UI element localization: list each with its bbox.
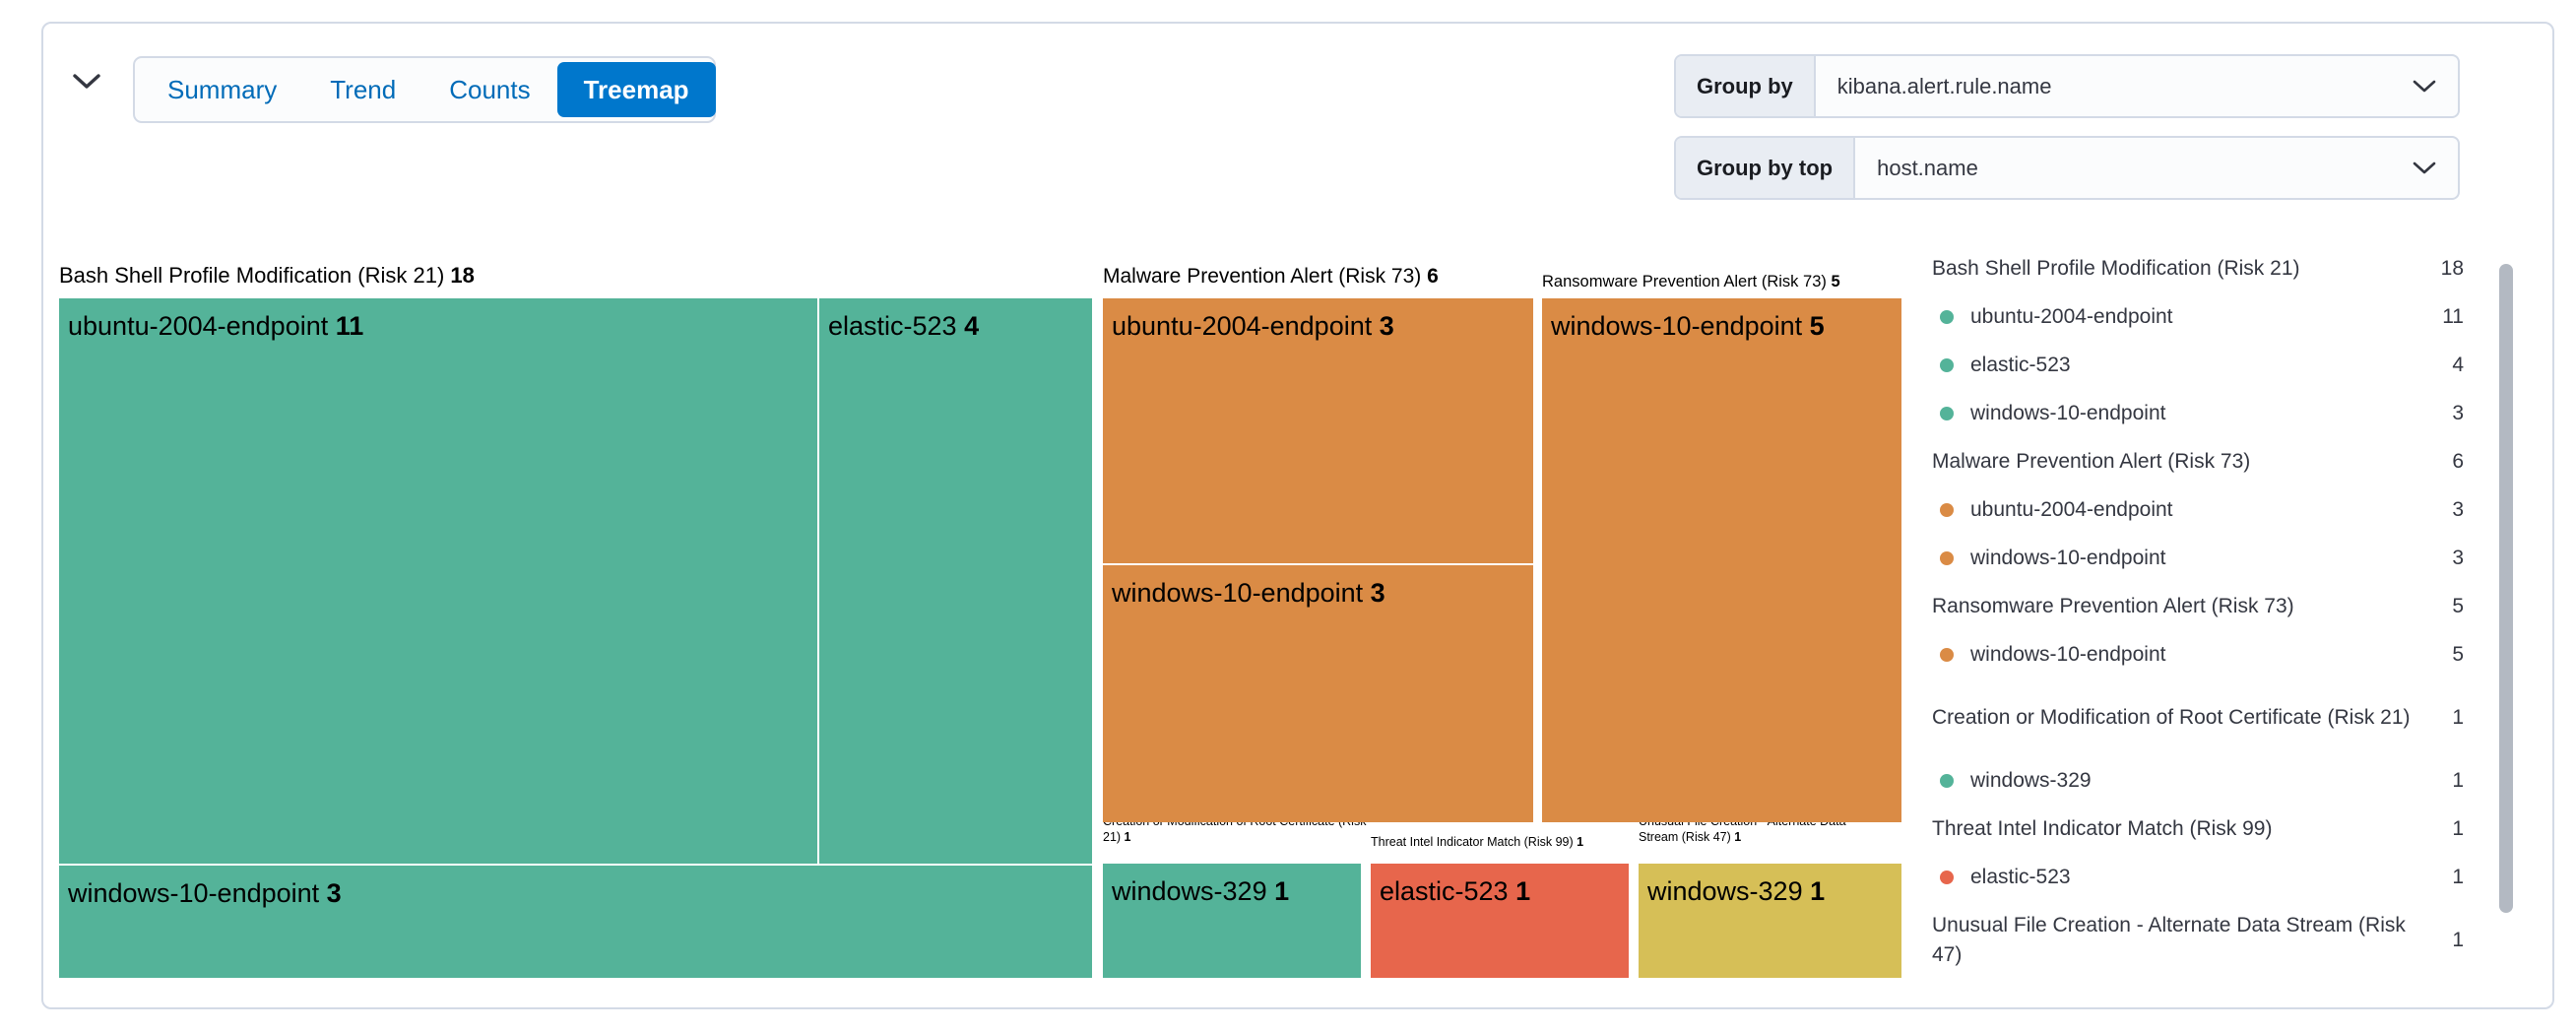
group-by-top-select[interactable]: Group by top host.name <box>1674 136 2460 200</box>
legend-count: 1 <box>2452 865 2464 888</box>
collapse-panel-button[interactable] <box>65 61 108 104</box>
tab-trend[interactable]: Trend <box>303 62 422 117</box>
treemap-tile-windows-10-endpoint-2[interactable]: windows-10-endpoint 3 <box>59 866 1092 978</box>
legend-item-row: windows-10-endpoint 3 <box>1932 389 2464 437</box>
legend-color-dot <box>1940 647 1954 662</box>
legend-count: 1 <box>2452 816 2464 840</box>
legend-color-dot <box>1940 406 1954 420</box>
legend-item-row: windows-329 1 <box>1932 756 2464 805</box>
legend-color-dot <box>1940 550 1954 565</box>
legend-label[interactable]: Creation or Modification of Root Certifi… <box>1932 705 2411 729</box>
treemap-chart: Bash Shell Profile Modification (Risk 21… <box>59 258 1908 980</box>
legend-color-dot <box>1940 357 1954 372</box>
legend-item-row: windows-10-endpoint 3 <box>1932 534 2464 582</box>
treemap-group-header: Ransomware Prevention Alert (Risk 73) 5 <box>1542 273 1840 290</box>
legend-label[interactable]: ubuntu-2004-endpoint <box>1970 497 2173 521</box>
treemap-tile-ubuntu-2004-endpoint-0[interactable]: ubuntu-2004-endpoint 11 <box>59 298 817 864</box>
treemap-group-header: Threat Intel Indicator Match (Risk 99) 1 <box>1371 835 1584 849</box>
view-tab-group: Summary Trend Counts Treemap <box>133 56 716 123</box>
chart-legend: Bash Shell Profile Modification (Risk 21… <box>1932 244 2464 979</box>
legend-color-dot <box>1940 773 1954 788</box>
legend-count: 11 <box>2442 304 2464 328</box>
group-by-top-label: Group by top <box>1676 138 1856 198</box>
legend-title-row: Bash Shell Profile Modification (Risk 21… <box>1932 244 2464 292</box>
treemap-group-header: Malware Prevention Alert (Risk 73) 6 <box>1103 265 1439 288</box>
legend-count: 1 <box>2452 705 2464 729</box>
legend-title-row: Malware Prevention Alert (Risk 73) 6 <box>1932 437 2464 485</box>
legend-count: 3 <box>2452 497 2464 521</box>
legend-count: 1 <box>2452 928 2464 951</box>
chevron-down-icon <box>2413 56 2458 116</box>
legend-item-row: ubuntu-2004-endpoint 3 <box>1932 485 2464 534</box>
legend-title-row: Unusual File Creation - Alternate Data S… <box>1932 901 2464 979</box>
legend-label[interactable]: Threat Intel Indicator Match (Risk 99) <box>1932 816 2273 840</box>
treemap-tile-elastic-523-1[interactable]: elastic-523 4 <box>819 298 1092 864</box>
treemap-tile-windows-329-6[interactable]: windows-329 1 <box>1103 864 1361 978</box>
legend-label[interactable]: windows-10-endpoint <box>1970 401 2166 424</box>
legend-item-row: elastic-523 1 <box>1932 853 2464 901</box>
group-by-value: kibana.alert.rule.name <box>1836 73 2052 98</box>
legend-count: 4 <box>2452 353 2464 376</box>
treemap-tile-windows-10-endpoint-5[interactable]: windows-10-endpoint 5 <box>1542 298 1901 822</box>
legend-item-row: ubuntu-2004-endpoint 11 <box>1932 292 2464 341</box>
legend-label[interactable]: elastic-523 <box>1970 353 2071 376</box>
legend-count: 3 <box>2452 401 2464 424</box>
legend-label[interactable]: Ransomware Prevention Alert (Risk 73) <box>1932 594 2294 617</box>
legend-count: 1 <box>2452 768 2464 792</box>
legend-title-row: Ransomware Prevention Alert (Risk 73) 5 <box>1932 582 2464 630</box>
treemap-tile-ubuntu-2004-endpoint-3[interactable]: ubuntu-2004-endpoint 3 <box>1103 298 1533 563</box>
legend-item-row: windows-10-endpoint 5 <box>1932 630 2464 678</box>
legend-count: 5 <box>2452 594 2464 617</box>
treemap-group-header: Bash Shell Profile Modification (Risk 21… <box>59 263 475 288</box>
group-by-top-value: host.name <box>1877 155 1978 180</box>
legend-count: 6 <box>2452 449 2464 473</box>
tab-treemap[interactable]: Treemap <box>556 62 716 117</box>
legend-label[interactable]: windows-329 <box>1970 768 2092 792</box>
legend-label[interactable]: Malware Prevention Alert (Risk 73) <box>1932 449 2251 473</box>
tab-counts[interactable]: Counts <box>422 62 556 117</box>
chevron-down-icon <box>2413 138 2458 198</box>
legend-label[interactable]: ubuntu-2004-endpoint <box>1970 304 2173 328</box>
legend-color-dot <box>1940 870 1954 884</box>
legend-count: 3 <box>2452 546 2464 569</box>
legend-scrollbar-thumb[interactable] <box>2499 264 2513 913</box>
group-by-label: Group by <box>1676 56 1816 116</box>
legend-label[interactable]: windows-10-endpoint <box>1970 642 2166 666</box>
legend-label[interactable]: windows-10-endpoint <box>1970 546 2166 569</box>
treemap-tile-windows-329-8[interactable]: windows-329 1 <box>1639 864 1901 978</box>
group-by-select[interactable]: Group by kibana.alert.rule.name <box>1674 54 2460 118</box>
treemap-tile-windows-10-endpoint-4[interactable]: windows-10-endpoint 3 <box>1103 565 1533 822</box>
legend-count: 5 <box>2452 642 2464 666</box>
legend-color-dot <box>1940 309 1954 324</box>
tab-summary[interactable]: Summary <box>141 62 303 117</box>
legend-color-dot <box>1940 502 1954 517</box>
legend-title-row: Creation or Modification of Root Certifi… <box>1932 678 2464 756</box>
treemap-tile-elastic-523-7[interactable]: elastic-523 1 <box>1371 864 1629 978</box>
legend-label[interactable]: elastic-523 <box>1970 865 2071 888</box>
chevron-down-icon <box>72 73 101 94</box>
legend-label[interactable]: Bash Shell Profile Modification (Risk 21… <box>1932 256 2300 280</box>
legend-title-row: Threat Intel Indicator Match (Risk 99) 1 <box>1932 805 2464 853</box>
legend-label[interactable]: Unusual File Creation - Alternate Data S… <box>1932 914 2406 966</box>
legend-item-row: elastic-523 4 <box>1932 341 2464 389</box>
legend-count: 18 <box>2440 256 2464 280</box>
